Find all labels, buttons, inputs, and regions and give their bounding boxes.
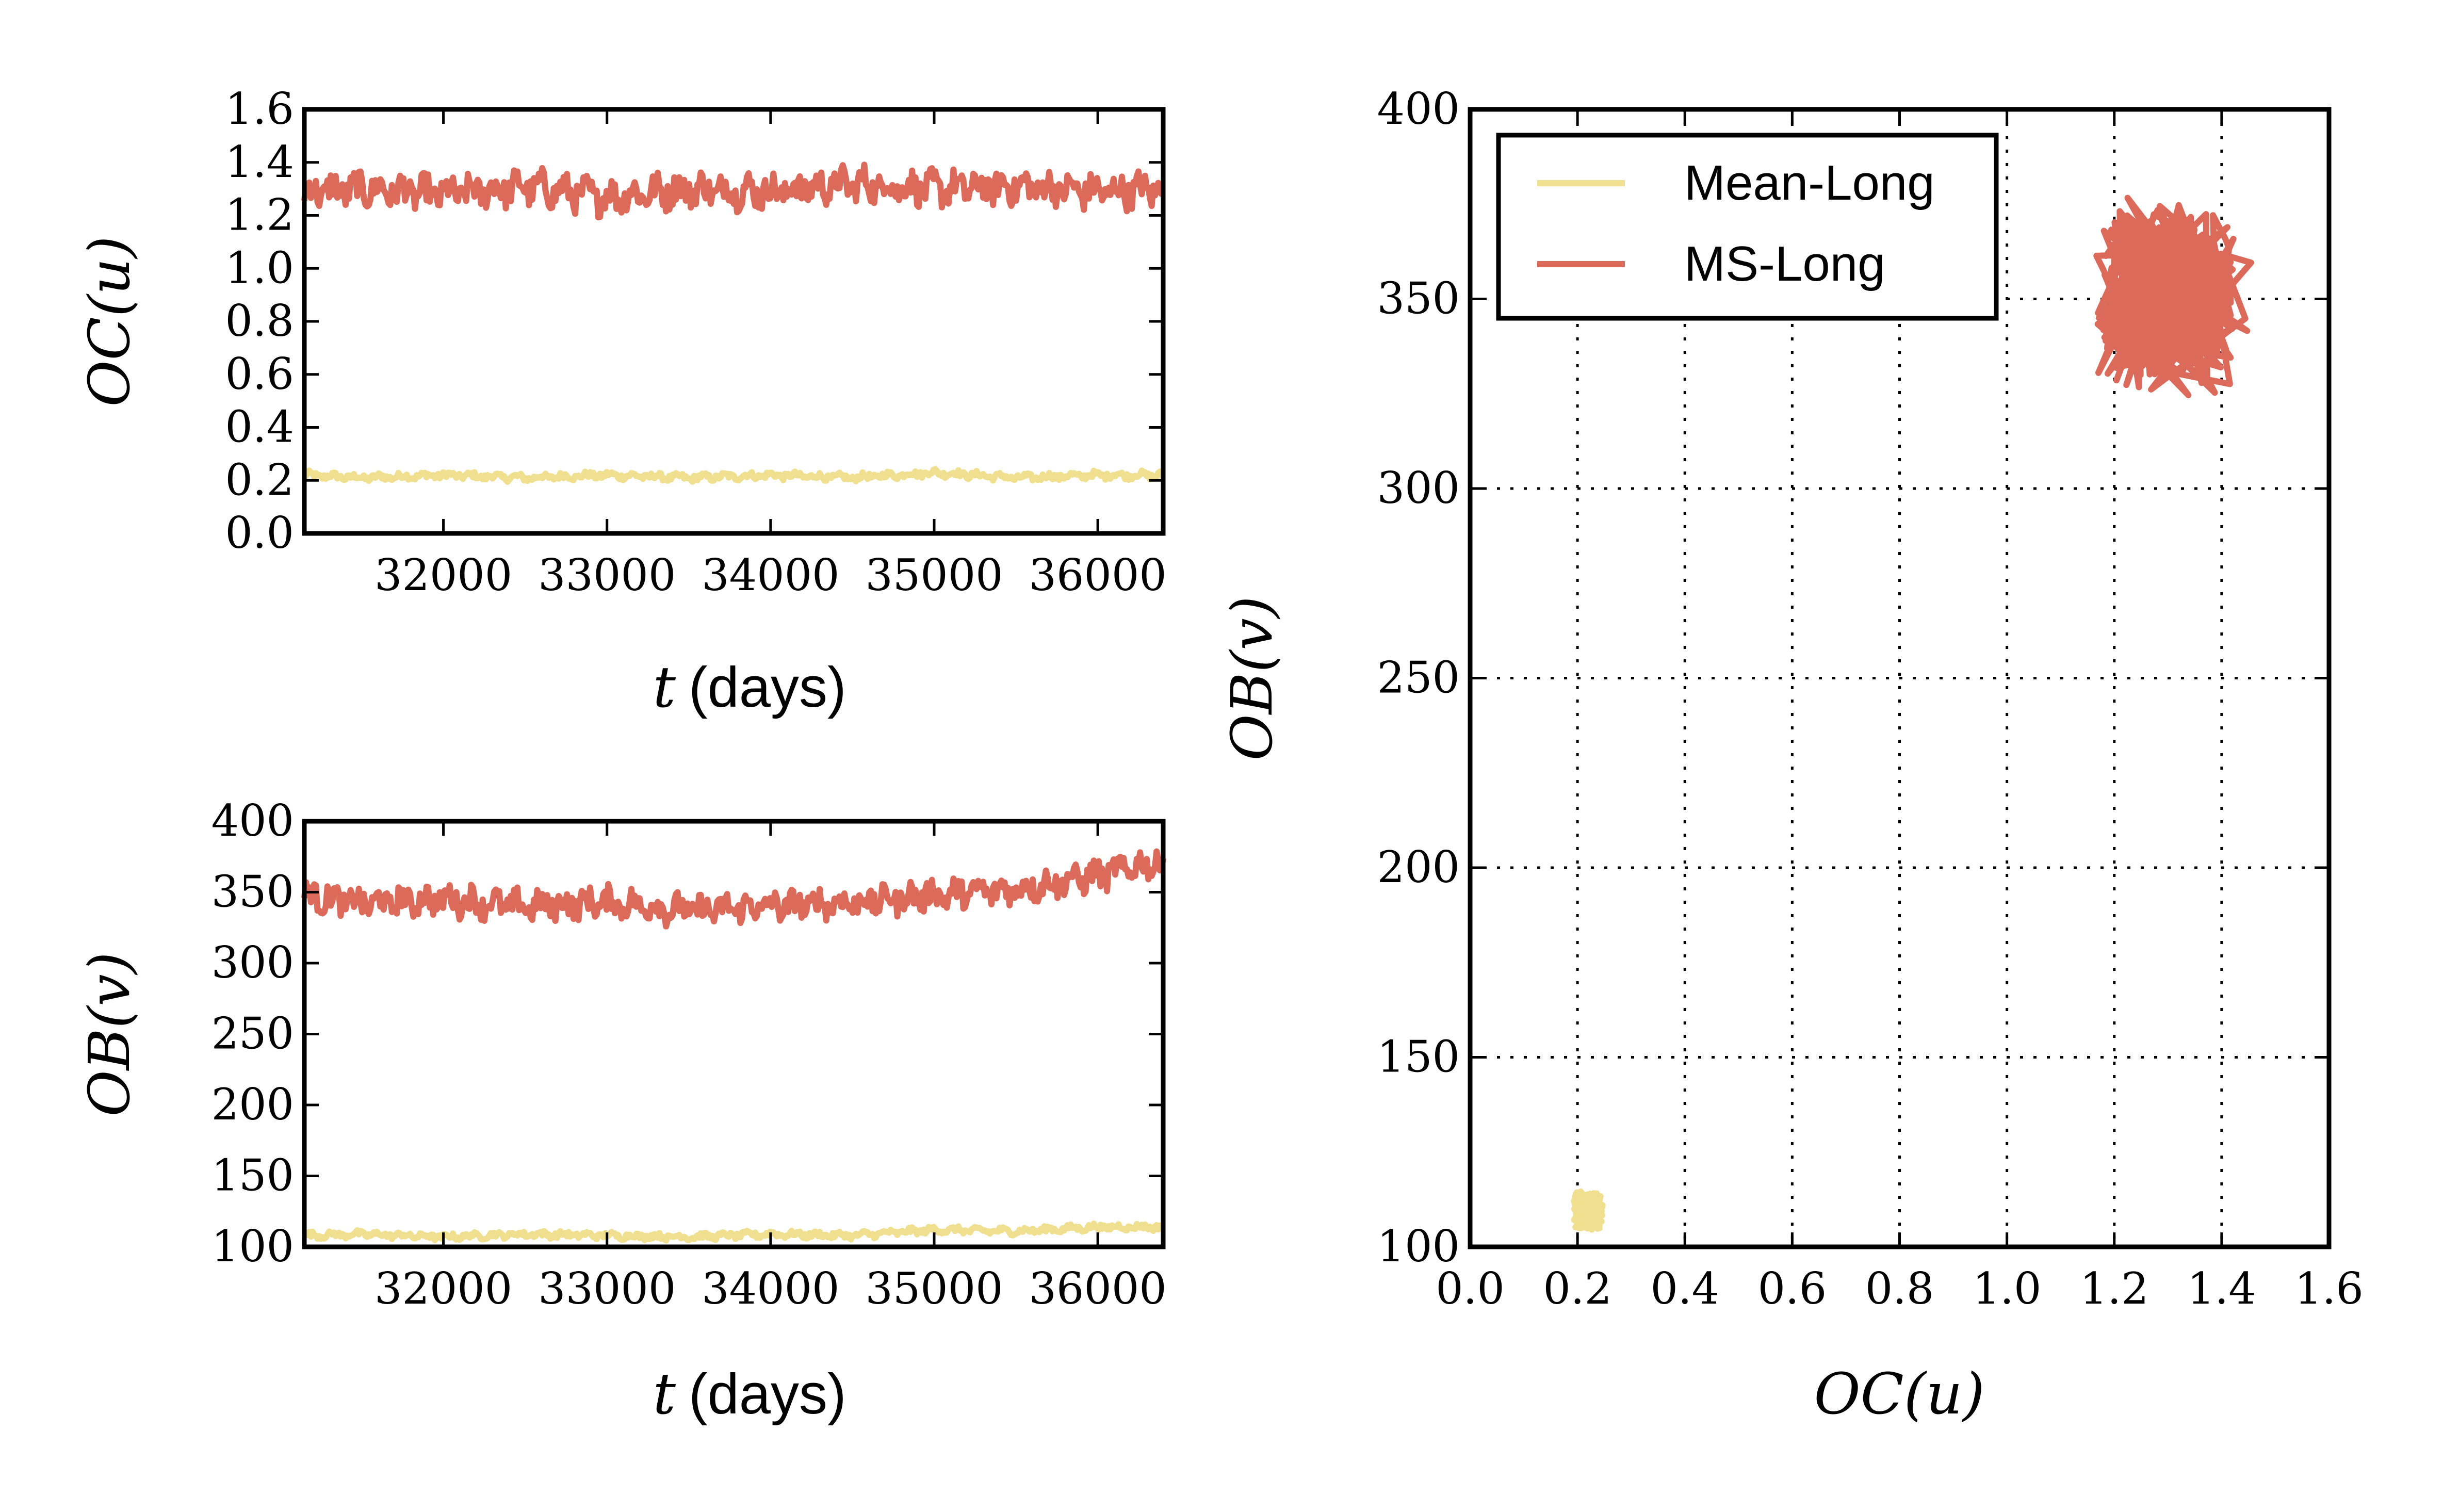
y-tick-label: 250 <box>211 1009 294 1059</box>
x-tick-label: 34000 <box>702 550 839 600</box>
oc-tick-layer: 32000 33000 34000 35000 36000 0.00.20.40.60.8… <box>225 84 1166 600</box>
y-tick-label: 1.0 <box>225 242 294 293</box>
phase-series-layer <box>1571 194 2254 1233</box>
legend-label-mean-long: Mean-Long <box>1684 155 1935 210</box>
y-tick-label: 1.4 <box>225 137 294 187</box>
y-tick-label: 350 <box>211 867 294 917</box>
phase-tick-layer: 0.0 0.2 0.4 0.6 0.8 1.0 1.2 1.4 1.6 100 150 200 250 3… <box>1377 84 2364 1314</box>
series-line-ms-long <box>301 848 1166 930</box>
y-tick-label: 0.2 <box>225 454 294 505</box>
x-tick-label: 0.8 <box>1865 1263 1934 1314</box>
oc-y-axis-label: OC(u) <box>76 236 142 407</box>
legend-box <box>1496 133 1999 321</box>
phase-plot-frame <box>1468 107 2332 1249</box>
ob-x-axis-label-unit: (days) <box>689 1362 846 1426</box>
series-line-mean-long <box>302 466 1166 485</box>
y-tick-label: 1.2 <box>225 190 294 240</box>
x-tick-label: 35000 <box>865 550 1003 600</box>
x-tick-label: 33000 <box>538 1263 676 1314</box>
x-tick-label: 32000 <box>374 1263 512 1314</box>
series-line-ms-long <box>2093 194 2254 398</box>
y-tick-label: 150 <box>211 1150 294 1201</box>
legend-item-mean-long: Mean-Long <box>1537 155 1935 210</box>
phase-y-axis-label: OB(v) <box>1219 596 1285 761</box>
ob-series-layer <box>301 848 1166 1244</box>
y-tick-label: 350 <box>1377 273 1460 324</box>
x-tick-label: 0.0 <box>1436 1263 1505 1314</box>
x-tick-label: 0.4 <box>1650 1263 1719 1314</box>
oc-x-axis-label-var: t <box>653 654 676 720</box>
y-tick-label: 300 <box>211 937 294 988</box>
y-tick-label: 0.8 <box>225 296 294 346</box>
series-line-mean-long <box>301 1221 1166 1244</box>
legend-label-ms-long: MS-Long <box>1684 236 1885 291</box>
y-tick-label: 150 <box>1377 1032 1460 1082</box>
y-tick-label: 250 <box>1377 653 1460 703</box>
phase-x-axis-label: OC(u) <box>1814 1361 1984 1427</box>
x-tick-label: 0.2 <box>1543 1263 1612 1314</box>
y-tick-label: 300 <box>1377 463 1460 513</box>
x-tick-label: 1.2 <box>2080 1263 2149 1314</box>
oc-vs-time-panel: 32000 33000 34000 35000 36000 0.00.20.40.60.8… <box>76 84 1167 720</box>
x-tick-label: 1.4 <box>2187 1263 2256 1314</box>
y-tick-label: 0.0 <box>225 508 294 558</box>
oc-x-axis-label-unit: (days) <box>689 656 846 719</box>
oc-x-axis-label: t (days) <box>653 654 846 720</box>
x-tick-label: 1.6 <box>2294 1263 2364 1314</box>
x-tick-label: 32000 <box>374 550 512 600</box>
ob-x-axis-label: t (days) <box>653 1361 846 1427</box>
y-tick-label: 200 <box>211 1079 294 1130</box>
ob-vs-time-panel: 32000 33000 34000 35000 36000 100 150 200 250 300… <box>76 795 1167 1427</box>
oc-plot-frame <box>302 107 1166 536</box>
x-tick-label: 0.6 <box>1758 1263 1827 1314</box>
x-tick-label: 36000 <box>1029 1263 1167 1314</box>
y-tick-label: 100 <box>211 1221 294 1272</box>
phase-plot-panel: 0.0 0.2 0.4 0.6 0.8 1.0 1.2 1.4 1.6 100 150 200 250 3… <box>1219 84 2364 1427</box>
y-tick-label: 1.6 <box>225 84 294 134</box>
x-tick-label: 34000 <box>702 1263 839 1314</box>
y-tick-label: 100 <box>1377 1221 1460 1272</box>
y-tick-label: 200 <box>1377 842 1460 892</box>
series-line-ms-long <box>301 161 1165 221</box>
x-tick-label: 33000 <box>538 550 676 600</box>
y-tick-label: 0.4 <box>225 402 294 452</box>
x-tick-label: 1.0 <box>1973 1263 2042 1314</box>
legend-item-ms-long: MS-Long <box>1537 236 1885 291</box>
ob-y-axis-label: OB(v) <box>76 952 142 1117</box>
ob-x-axis-label-var: t <box>653 1361 676 1427</box>
y-tick-label: 400 <box>211 795 294 846</box>
x-tick-label: 36000 <box>1029 550 1167 600</box>
ob-plot-frame <box>302 819 1166 1249</box>
ob-tick-layer: 32000 33000 34000 35000 36000 100 150 200 250 300… <box>211 795 1167 1314</box>
legend: Mean-Long MS-Long <box>1496 133 1999 321</box>
oc-series-layer <box>301 161 1166 485</box>
y-tick-label: 0.6 <box>225 349 294 399</box>
y-tick-label: 400 <box>1377 84 1460 134</box>
x-tick-label: 35000 <box>865 1263 1003 1314</box>
series-line-mean-long <box>1571 1188 1606 1233</box>
